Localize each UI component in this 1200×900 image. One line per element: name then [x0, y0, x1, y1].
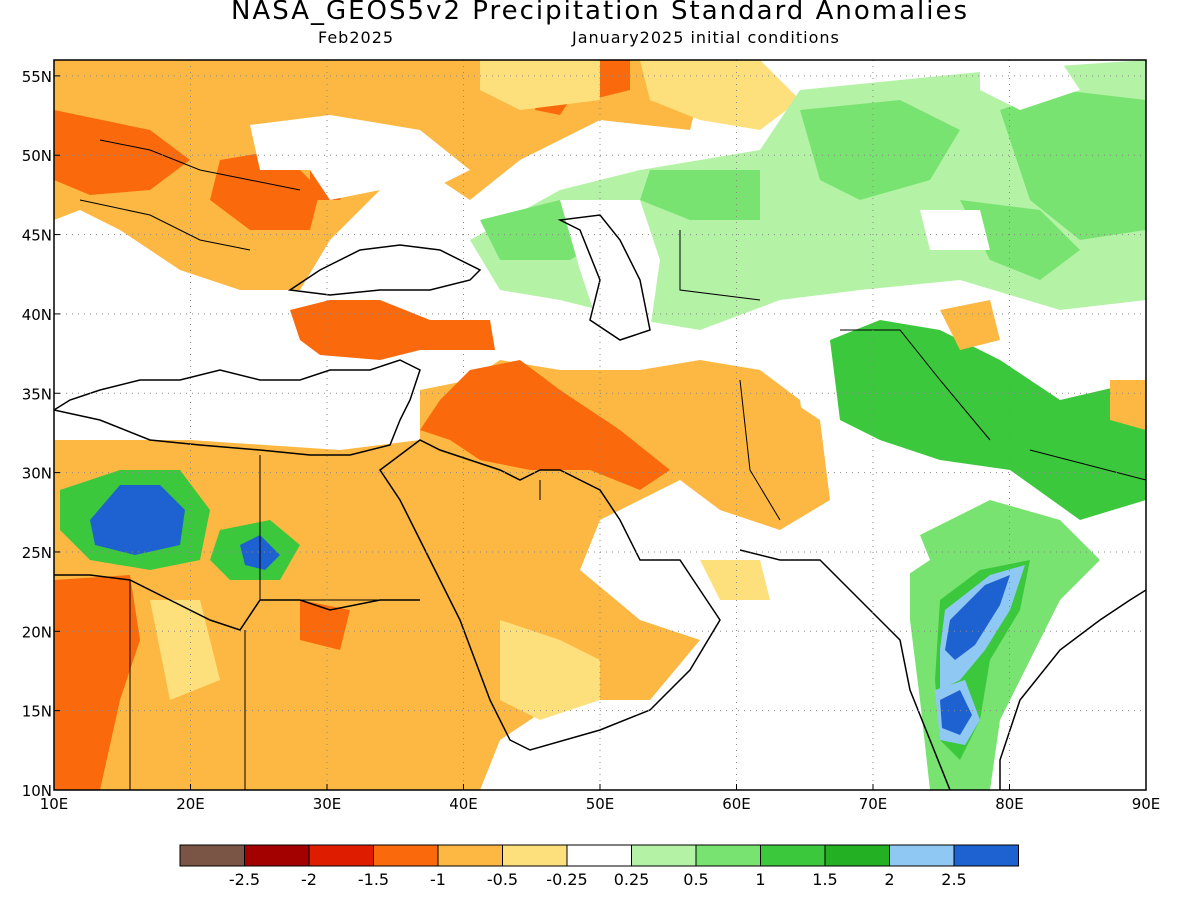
legend-swatch [566, 844, 632, 867]
anomaly-europe-darkorange [54, 60, 630, 230]
gridlines [54, 60, 1146, 790]
lat-tick-label: 55N [22, 68, 52, 86]
legend-label: 2 [884, 870, 894, 889]
color-legend [179, 844, 1019, 867]
lon-tick-labels: 10E 20E 30E 40E 50E 60E 70E 80E 90E [40, 795, 1161, 813]
legend-swatch [889, 844, 955, 867]
legend-swatch [179, 844, 245, 867]
anomaly-india-white [860, 510, 930, 580]
lat-tick-label: 40N [22, 306, 52, 324]
legend-swatch [953, 844, 1019, 867]
lon-tick-label: 50E [586, 795, 615, 813]
legend-swatch [824, 844, 890, 867]
legend-label: -2.5 [229, 870, 260, 889]
map-title: NASA_GEOS5v2 Precipitation Standard Anom… [230, 0, 970, 26]
anomaly-libya-blue [90, 485, 280, 570]
legend-label: 2.5 [941, 870, 966, 889]
coastlines [54, 214, 1146, 790]
legend-label: -0.25 [546, 870, 587, 889]
anomaly-iran-orange [640, 300, 1146, 490]
axis-ticks [53, 75, 1147, 791]
lon-tick-label: 60E [722, 795, 751, 813]
lon-tick-label: 10E [40, 795, 69, 813]
lat-tick-label: 30N [22, 465, 52, 483]
lon-tick-label: 70E [859, 795, 888, 813]
legend-swatch [631, 844, 697, 867]
anomaly-turkey-darkorange [290, 300, 495, 360]
legend-label: -1 [430, 870, 446, 889]
lon-tick-label: 20E [176, 795, 205, 813]
anomaly-field [54, 60, 1146, 790]
legend-swatch [437, 844, 503, 867]
initial-conditions: January2025 initial conditions [572, 28, 840, 47]
legend-label: -0.5 [487, 870, 518, 889]
forecast-month: Feb2025 [318, 28, 395, 47]
lon-tick-label: 90E [1132, 795, 1161, 813]
lon-tick-label: 30E [313, 795, 342, 813]
lat-tick-label: 50N [22, 147, 52, 165]
lon-tick-label: 80E [995, 795, 1024, 813]
lat-tick-label: 25N [22, 544, 52, 562]
legend-label: 0.25 [614, 870, 650, 889]
lat-tick-label: 10N [22, 782, 52, 800]
anomaly-iraq-darkorange [420, 360, 670, 490]
legend-swatch [760, 844, 826, 867]
legend-swatch [502, 844, 568, 867]
legend-label: -2 [301, 870, 317, 889]
lat-tick-labels: 10N 15N 20N 25N 30N 35N 40N 45N 50N 55N [22, 68, 52, 800]
legend-label: 1 [755, 870, 765, 889]
borders [79, 139, 1146, 790]
legend-label: 0.5 [683, 870, 708, 889]
anomaly-russia-yellow [480, 60, 800, 130]
anomaly-india-blue [940, 575, 1010, 735]
anomaly-pakistan-green [830, 320, 1146, 520]
anomaly-arabia-yellow [150, 560, 770, 720]
legend-swatch [308, 844, 374, 867]
legend-swatch [373, 844, 439, 867]
lat-tick-label: 20N [22, 623, 52, 641]
legend-swatch [695, 844, 761, 867]
legend-label: -1.5 [358, 870, 389, 889]
legend-labels: -2.5 -2 -1.5 -1 -0.5 -0.25 0.25 0.5 1 1.5 2 2.5 [229, 870, 967, 889]
lon-tick-label: 40E [449, 795, 478, 813]
anomaly-europe-white [250, 115, 470, 200]
anomaly-africa-darkorange [54, 575, 350, 790]
lat-tick-label: 45N [22, 227, 52, 245]
legend-swatch [244, 844, 310, 867]
lat-tick-label: 15N [22, 703, 52, 721]
anomaly-centralasia-white [560, 60, 1080, 330]
lat-tick-label: 35N [22, 385, 52, 403]
legend-label: 1.5 [812, 870, 837, 889]
